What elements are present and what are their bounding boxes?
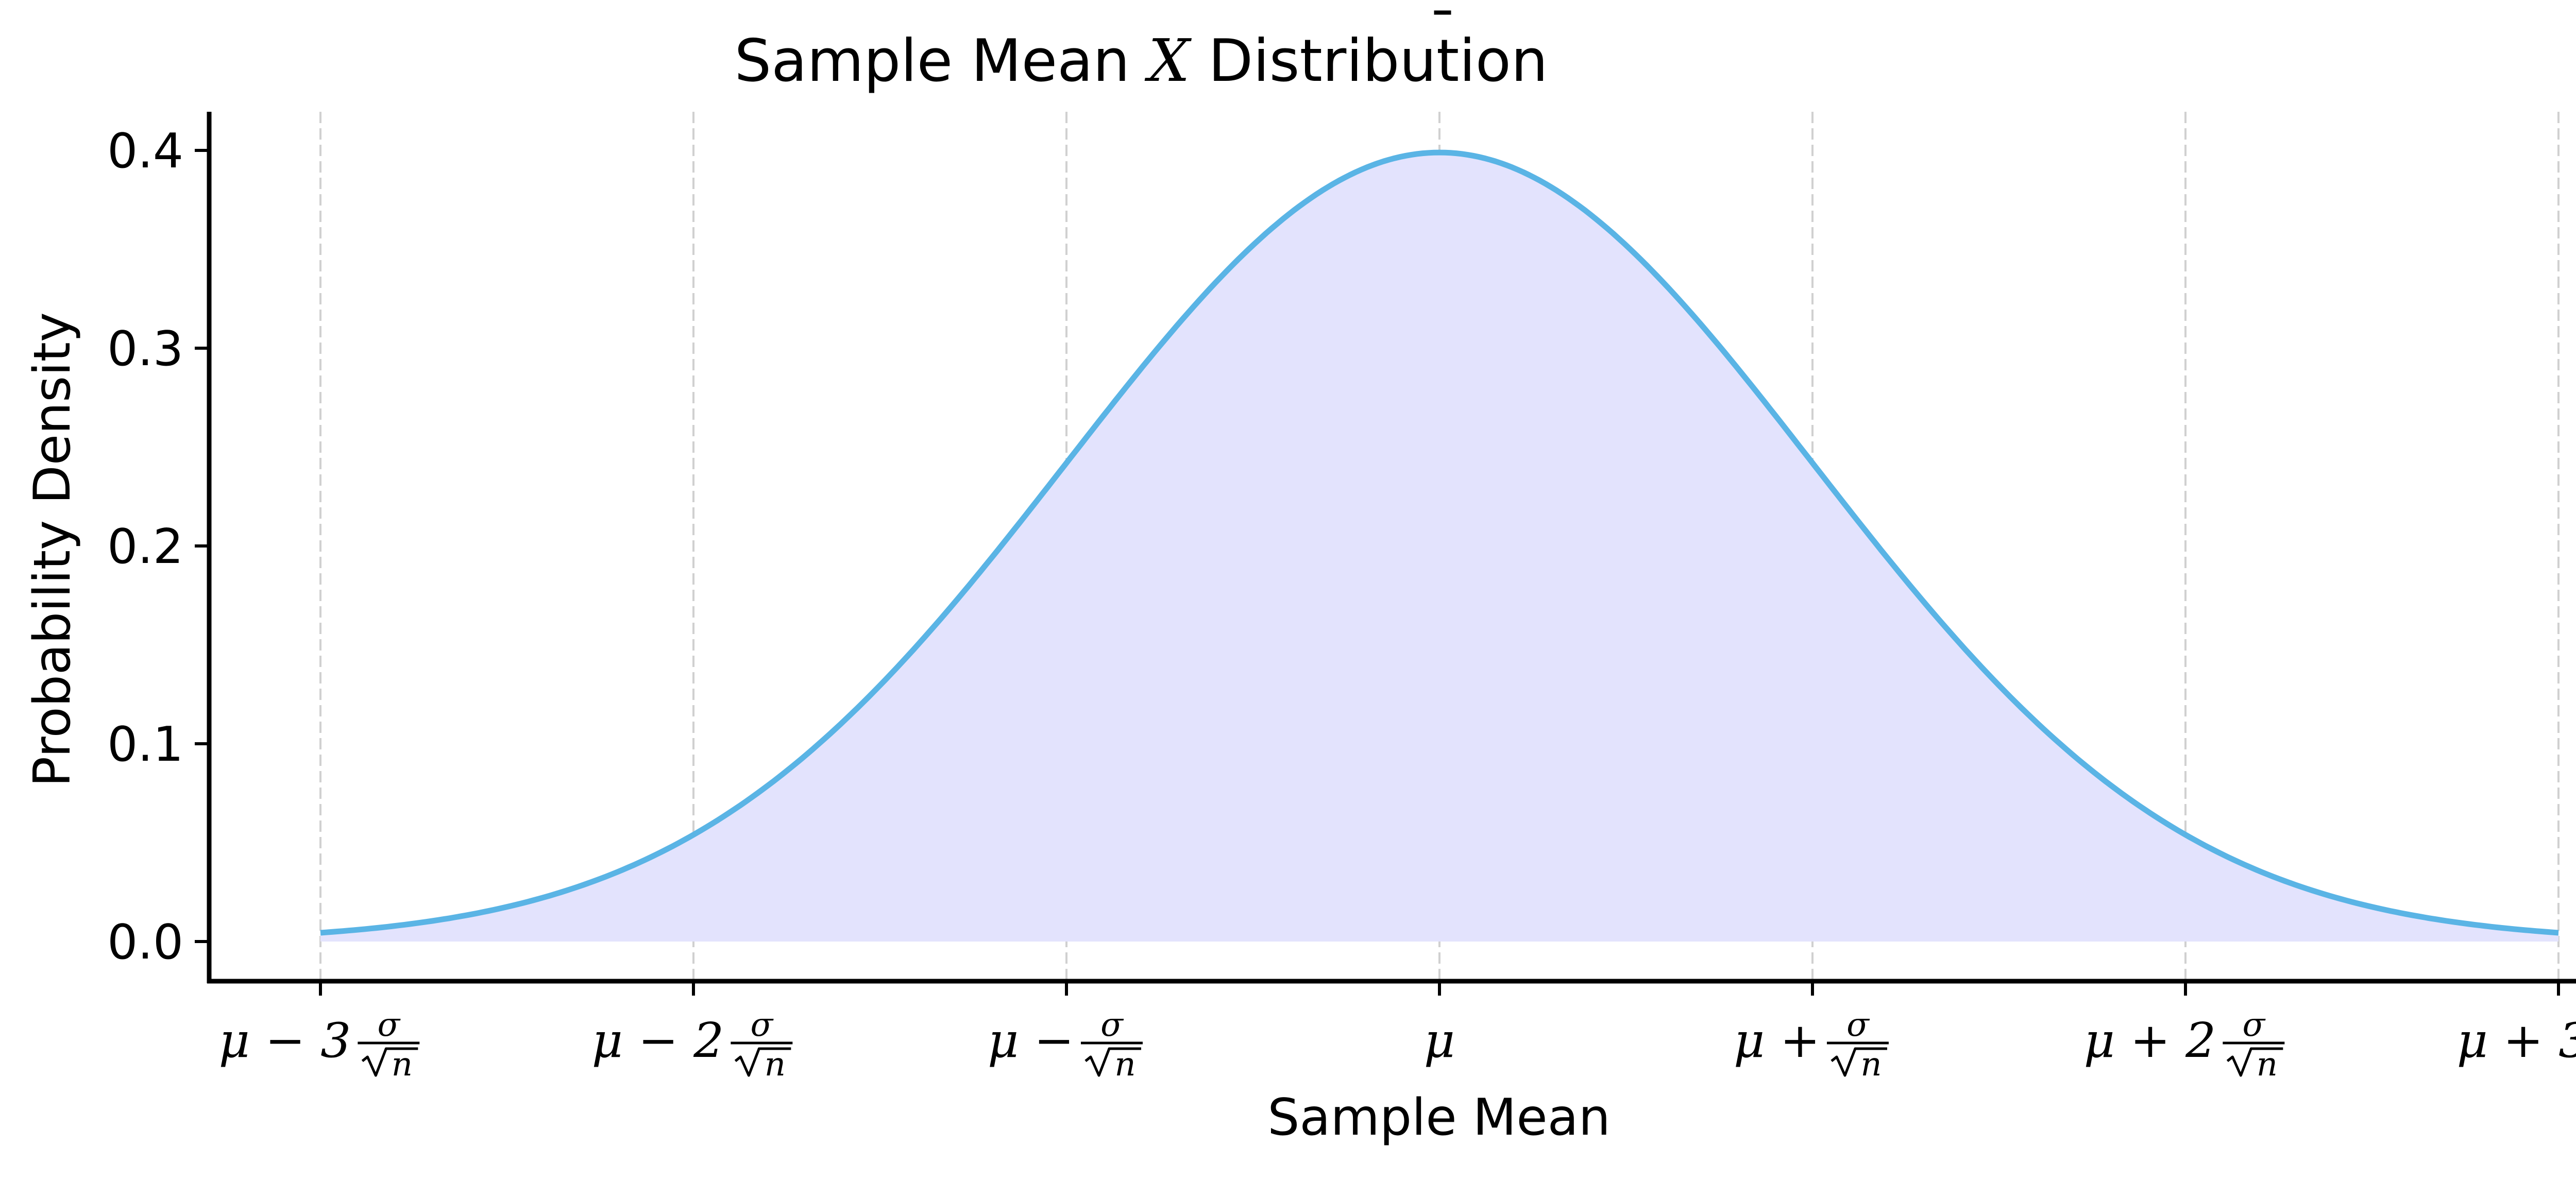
x-tick-frac-numerator: σ [1100, 1006, 1124, 1044]
x-tick-label-1: μ − 2 σn [592, 1006, 793, 1084]
x-tick-frac-denominator: n [1860, 1046, 1882, 1084]
x-tick-label-3: μ [1424, 1013, 1455, 1068]
chart-title-rest: Distribution [1190, 27, 1548, 95]
sqrt-icon [1831, 1047, 1887, 1077]
density-curve [320, 149, 2559, 936]
y-tick-label-2: 0.2 [107, 519, 183, 574]
x-tick-frac-numerator: σ [377, 1006, 401, 1044]
x-tick-label-6: μ + 3σn [2457, 1013, 2576, 1068]
x-tick-label-0: μ − 3 σn [219, 1006, 420, 1084]
x-tick-label-prefix: μ + [1734, 1013, 1820, 1068]
y-tick-label-1: 0.1 [107, 716, 183, 772]
x-tick-label-prefix: μ − [988, 1013, 1074, 1068]
y-tick-label-4: 0.4 [107, 123, 183, 179]
density-fill-area [320, 152, 2558, 942]
x-tick-frac-denominator: n [2257, 1046, 2278, 1084]
x-tick-label-prefix: μ + 2 [2084, 1013, 2216, 1068]
x-tick-label-2: μ − σn [988, 1006, 1143, 1084]
x-tick-label-prefix: μ − 3 [219, 1013, 351, 1068]
x-axis-label: Sample Mean [1267, 1088, 1611, 1147]
x-tick-label-prefix: μ + 3 [2457, 1013, 2576, 1068]
y-tick-label-3: 0.3 [107, 321, 183, 377]
sqrt-icon [2226, 1047, 2283, 1077]
y-axis-ticks: 0.0 0.1 0.2 0.3 0.4 [107, 123, 209, 970]
x-tick-frac-numerator: σ [750, 1006, 774, 1044]
chart-title-main: Sample Mean [734, 27, 1148, 95]
x-tick-frac-denominator: n [392, 1046, 413, 1084]
sqrt-icon [361, 1047, 418, 1077]
sqrt-icon [734, 1047, 791, 1077]
x-tick-frac-numerator: σ [1846, 1006, 1870, 1044]
y-tick-label-0: 0.0 [107, 914, 183, 970]
x-tick-label-prefix: μ [1424, 1013, 1455, 1068]
sqrt-icon [1084, 1047, 1141, 1077]
x-tick-label-prefix: μ − 2 [592, 1013, 724, 1068]
chart-title-symbol: X [1144, 27, 1192, 95]
x-tick-label-5: μ + 2 σn [2084, 1006, 2285, 1084]
chart-title: Sample Mean X Distribution [734, 27, 1548, 95]
y-axis-label: Probability Density [23, 312, 82, 787]
x-tick-label-4: μ + σn [1734, 1006, 1889, 1084]
x-tick-frac-denominator: n [765, 1046, 786, 1084]
x-tick-frac-denominator: n [1114, 1046, 1136, 1084]
x-tick-frac-numerator: σ [2242, 1006, 2266, 1044]
chart-title-bar: ¯ [1428, 0, 1458, 68]
